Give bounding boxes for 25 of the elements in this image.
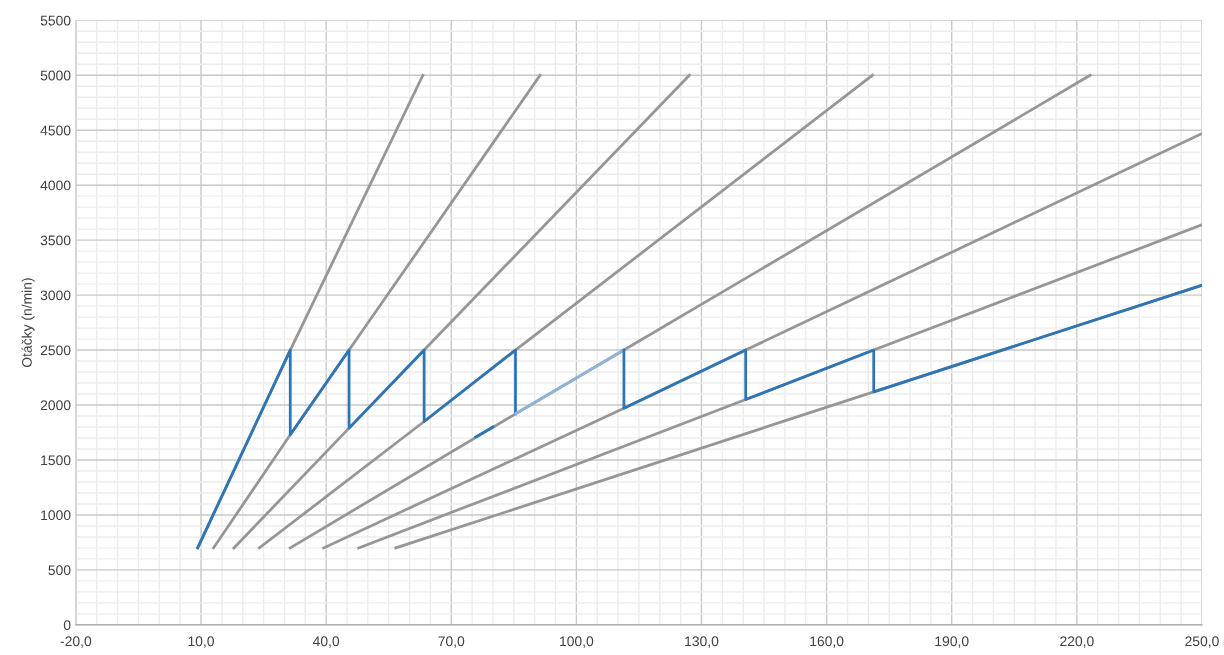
- y-tick-label: 3500: [40, 235, 71, 246]
- x-tick-label: 130,0: [685, 636, 719, 648]
- x-tick-label: 160,0: [810, 636, 844, 648]
- y-tick-label: 4000: [40, 180, 71, 191]
- line-series: [196, 348, 517, 550]
- y-tick-label: 4500: [40, 125, 71, 136]
- x-tick-label: 220,0: [1060, 636, 1094, 648]
- x-tick-label: 190,0: [935, 636, 969, 648]
- y-tick-label: 500: [48, 565, 71, 576]
- y-tick-label: 3000: [40, 290, 71, 301]
- y-tick-label: 2000: [40, 400, 71, 411]
- y-tick-label: 1000: [41, 510, 71, 521]
- x-tick-label: 250,0: [1185, 636, 1219, 648]
- y-tick-label: 2500: [40, 345, 71, 356]
- y-tick-label: 0: [63, 620, 71, 631]
- x-tick-label: 100,0: [560, 636, 594, 648]
- x-tick-label: 10,0: [188, 636, 214, 648]
- y-axis-title: Otáčky (n/min): [21, 278, 35, 368]
- y-tick-label: 5000: [40, 70, 71, 81]
- line-series: [622, 283, 1202, 410]
- x-tick-label: -20,0: [60, 636, 92, 648]
- y-tick-label: 1500: [41, 455, 71, 466]
- x-tick-label: 70,0: [438, 636, 465, 648]
- y-tick-label: 5500: [40, 15, 71, 26]
- x-tick-label: 40,0: [312, 636, 340, 648]
